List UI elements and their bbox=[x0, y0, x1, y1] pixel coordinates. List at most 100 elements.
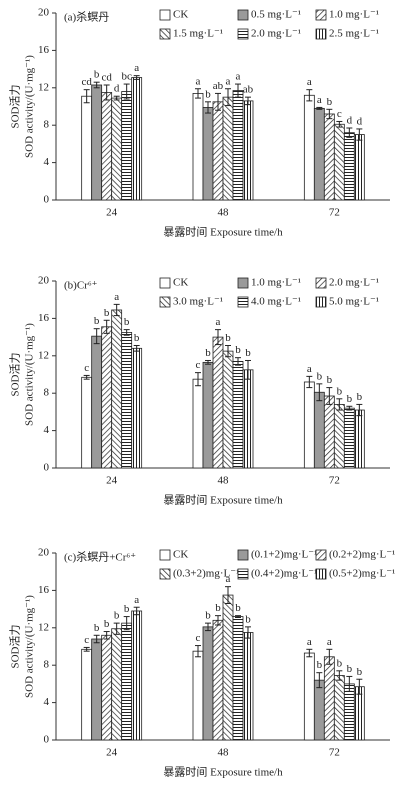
y-tick-label: 20 bbox=[38, 275, 50, 287]
legend-label: (0.4+2)mg·L⁻¹ bbox=[251, 568, 317, 580]
bar bbox=[91, 335, 103, 469]
sig-letter: b bbox=[317, 659, 323, 671]
y-tick-label: 20 bbox=[38, 7, 50, 19]
x-tick-label: 24 bbox=[106, 207, 118, 219]
bar bbox=[111, 97, 123, 201]
x-tick-label: 24 bbox=[106, 475, 118, 487]
sig-letter: d bbox=[114, 83, 120, 95]
chart-title: (a)杀螟丹 bbox=[64, 10, 109, 24]
x-label: 暴露时间 Exposure time/h bbox=[163, 226, 283, 239]
bar bbox=[101, 92, 113, 201]
bar bbox=[121, 91, 133, 201]
sig-letter: a bbox=[216, 316, 221, 328]
bar bbox=[101, 634, 113, 741]
y-tick-label: 20 bbox=[38, 547, 50, 559]
y-tick-label: 8 bbox=[44, 387, 50, 399]
y-label-en: SOD activity/(U·mg⁻¹) bbox=[24, 595, 36, 698]
bar bbox=[353, 134, 365, 201]
sig-letter: b bbox=[94, 315, 100, 327]
sig-letter: a bbox=[226, 75, 231, 87]
y-label-cn: SOD活力 bbox=[9, 352, 22, 396]
legend-swatch bbox=[159, 568, 171, 580]
bar bbox=[303, 652, 315, 741]
sig-letter: b bbox=[104, 307, 110, 319]
sig-letter: b bbox=[347, 663, 353, 675]
sig-letter: b bbox=[357, 391, 363, 403]
bar bbox=[343, 683, 355, 741]
legend-swatch bbox=[237, 28, 249, 40]
bar bbox=[192, 378, 204, 469]
sig-letter: a bbox=[307, 76, 312, 88]
bar bbox=[323, 395, 335, 469]
y-tick-label: 4 bbox=[44, 424, 50, 436]
bar bbox=[303, 381, 315, 469]
x-label: 暴露时间 Exposure time/h bbox=[163, 766, 283, 779]
sig-letter: a bbox=[236, 71, 241, 83]
sig-letter: b bbox=[134, 332, 140, 344]
bar bbox=[202, 626, 214, 741]
bar bbox=[222, 96, 234, 201]
bar bbox=[222, 594, 234, 741]
sig-letter: ab bbox=[213, 80, 224, 92]
sig-letter: b bbox=[124, 316, 130, 328]
sig-letter: b bbox=[245, 613, 251, 625]
y-tick-label: 0 bbox=[44, 462, 50, 474]
sig-letter: b bbox=[245, 347, 251, 359]
bar bbox=[242, 632, 254, 741]
legend-swatch bbox=[315, 277, 327, 289]
x-tick-label: 24 bbox=[106, 747, 118, 759]
legend-label: 2.0 mg·L⁻¹ bbox=[251, 28, 301, 40]
bar bbox=[81, 648, 93, 741]
bar bbox=[192, 93, 204, 201]
legend-swatch bbox=[159, 28, 171, 40]
sig-letter: a bbox=[307, 363, 312, 375]
sig-letter: a bbox=[226, 573, 231, 585]
sig-letter: b bbox=[94, 622, 100, 634]
legend-label: CK bbox=[173, 549, 188, 561]
legend-label: 3.0 mg·L⁻¹ bbox=[173, 296, 223, 308]
legend-label: 1.0 mg·L⁻¹ bbox=[329, 9, 379, 21]
y-tick-label: 8 bbox=[44, 659, 50, 671]
sig-letter: b bbox=[104, 618, 110, 630]
legend-swatch bbox=[237, 277, 249, 289]
y-tick-label: 12 bbox=[38, 621, 49, 633]
legend-label: (0.1+2)mg·L⁻¹ bbox=[251, 549, 317, 561]
bar bbox=[323, 656, 335, 741]
bar bbox=[131, 347, 143, 469]
legend-label: CK bbox=[173, 277, 188, 289]
sig-letter: d bbox=[357, 115, 363, 127]
sig-letter: c bbox=[84, 362, 89, 374]
sig-letter: c bbox=[337, 108, 342, 120]
y-tick-label: 16 bbox=[38, 312, 50, 324]
bar bbox=[343, 407, 355, 469]
bar bbox=[242, 369, 254, 469]
bar bbox=[242, 100, 254, 201]
sig-letter: b bbox=[205, 347, 211, 359]
sig-letter: a bbox=[327, 636, 332, 648]
bar bbox=[101, 326, 113, 469]
legend-swatch bbox=[315, 568, 327, 580]
legend-label: 1.0 mg·L⁻¹ bbox=[251, 277, 301, 289]
sig-letter: b bbox=[114, 610, 120, 622]
x-tick-label: 48 bbox=[218, 207, 230, 219]
legend-label: CK bbox=[173, 9, 188, 21]
sig-letter: b bbox=[124, 603, 130, 615]
x-tick-label: 48 bbox=[218, 747, 230, 759]
legend-swatch bbox=[315, 9, 327, 21]
sig-letter: b bbox=[327, 374, 333, 386]
legend-swatch bbox=[315, 549, 327, 561]
chart-title: (b)Cr⁶⁺ bbox=[64, 280, 98, 292]
x-tick-label: 72 bbox=[329, 747, 340, 759]
sig-letter: b bbox=[337, 657, 343, 669]
x-tick-label: 72 bbox=[329, 207, 340, 219]
bar bbox=[202, 107, 214, 201]
sig-letter: c bbox=[196, 632, 201, 644]
sig-letter: a bbox=[317, 94, 322, 106]
legend-label: 2.0 mg·L⁻¹ bbox=[329, 277, 379, 289]
bar bbox=[313, 391, 325, 469]
sig-letter: b bbox=[94, 69, 100, 81]
sig-letter: b bbox=[337, 385, 343, 397]
bar bbox=[212, 619, 224, 741]
legend-label: 4.0 mg·L⁻¹ bbox=[251, 296, 301, 308]
